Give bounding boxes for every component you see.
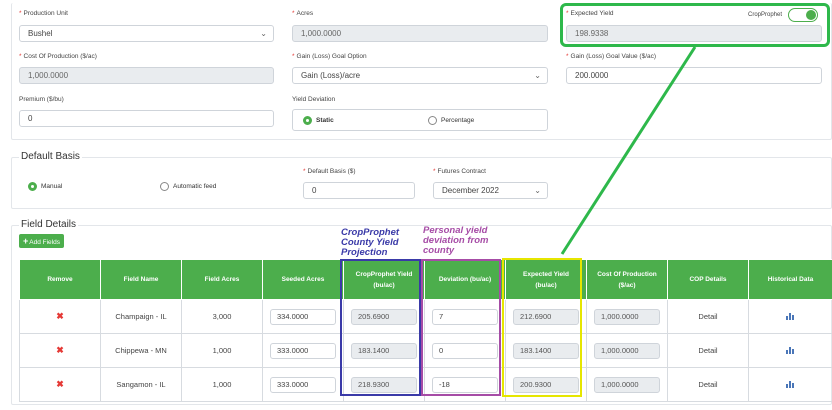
acres-field: 1,000.0000 (292, 25, 548, 42)
acres-label: * Acres (292, 10, 314, 17)
bar-chart-icon[interactable] (785, 380, 796, 388)
default-basis-label: * Default Basis ($) (303, 168, 356, 175)
premium-label: Premium ($/bu) (19, 96, 64, 103)
gain-loss-value-label: * Gain (Loss) Goal Value ($/ac) (566, 53, 657, 60)
cop-detail-link[interactable]: Detail (667, 367, 749, 402)
col-remove: Remove (19, 259, 101, 300)
cropprophet-highlight-box (340, 259, 421, 396)
static-radio[interactable] (303, 116, 312, 125)
personal-deviation-annotation: Personal yield deviation from county (423, 225, 489, 256)
cropprophet-annotation: CropProphet County Yield Projection (341, 227, 400, 258)
futures-contract-label: * Futures Contract (433, 168, 486, 175)
table-row: ✖ Champaign - IL 3,000 334.0000 205.6900… (19, 299, 832, 334)
chevron-down-icon: ⌄ (534, 71, 541, 80)
deviation-highlight-box (421, 259, 501, 396)
remove-icon[interactable]: ✖ (56, 311, 64, 321)
col-expected-yield: Expected Yield (bu/ac) (505, 259, 587, 300)
remove-icon[interactable]: ✖ (56, 345, 64, 355)
table-header-row: Remove Field Name Field Acres Seeded Acr… (19, 259, 832, 300)
col-field-name: Field Name (100, 259, 182, 300)
default-basis-title: Default Basis (19, 151, 82, 162)
field-acres-cell: 1,000 (181, 367, 263, 402)
percentage-radio-label: Percentage (441, 117, 475, 124)
premium-input[interactable]: 0 (19, 110, 274, 127)
field-acres-cell: 3,000 (181, 299, 263, 334)
default-basis-input[interactable]: 0 (303, 182, 415, 199)
seeded-acres-input[interactable]: 333.0000 (270, 376, 336, 393)
manual-radio[interactable] (28, 182, 37, 191)
yield-deviation-group (292, 109, 548, 131)
gain-loss-option-select[interactable]: Gain (Loss)/acre ⌄ (292, 67, 548, 84)
col-cost-of-production: Cost Of Production ($/ac) (586, 259, 668, 300)
expected-yield-field: 198.9338 (566, 25, 822, 42)
expected-yield-highlight-box (502, 258, 582, 397)
bar-chart-icon[interactable] (785, 346, 796, 354)
automatic-feed-radio[interactable] (160, 182, 169, 191)
add-fields-button[interactable]: +Add Fields (19, 234, 64, 248)
chevron-down-icon: ⌄ (260, 29, 267, 38)
expected-yield-cell: 200.9300 (513, 376, 579, 393)
col-historical-data: Historical Data (748, 259, 832, 300)
cropprophet-toggle[interactable] (788, 8, 818, 22)
bar-chart-icon[interactable] (785, 312, 796, 320)
toggle-knob (806, 10, 816, 20)
cost-of-production-field: 1,000.0000 (19, 67, 274, 84)
expected-yield-top-highlight-box (560, 3, 830, 47)
cropprophet-yield-field: 218.9300 (351, 376, 417, 393)
expected-yield-cell: 212.6900 (513, 308, 579, 325)
chevron-down-icon: ⌄ (534, 186, 541, 195)
plus-icon: + (23, 236, 29, 246)
cop-cell: 1,000.0000 (594, 342, 660, 359)
cop-cell: 1,000.0000 (594, 308, 660, 325)
automatic-feed-radio-label: Automatic feed (173, 183, 217, 190)
seeded-acres-input[interactable]: 333.0000 (270, 342, 336, 359)
default-basis-card (11, 157, 832, 209)
futures-contract-select[interactable]: December 2022 ⌄ (433, 182, 548, 199)
cost-of-production-label: * Cost Of Production ($/ac) (19, 53, 97, 60)
deviation-input[interactable]: 0 (432, 342, 498, 359)
field-name-cell: Champaign - IL (100, 299, 182, 334)
gain-loss-option-label: * Gain (Loss) Goal Option (292, 53, 367, 60)
deviation-input[interactable]: 7 (432, 308, 498, 325)
seeded-acres-input[interactable]: 334.0000 (270, 308, 336, 325)
percentage-radio[interactable] (428, 116, 437, 125)
cop-cell: 1,000.0000 (594, 376, 660, 393)
manual-radio-label: Manual (41, 183, 63, 190)
production-unit-select[interactable]: Bushel ⌄ (19, 25, 274, 42)
yield-deviation-label: Yield Deviation (292, 96, 336, 103)
static-radio-label: Static (316, 117, 334, 124)
remove-icon[interactable]: ✖ (56, 379, 64, 389)
col-deviation: Deviation (bu/ac) (424, 259, 506, 300)
cropprophet-yield-field: 183.1400 (351, 342, 417, 359)
production-unit-label: * Production Unit (19, 10, 68, 17)
field-name-cell: Sangamon - IL (100, 367, 182, 402)
field-acres-cell: 1,000 (181, 333, 263, 368)
col-cropprophet-yield: CropProphet Yield (bu/ac) (343, 259, 425, 300)
deviation-input[interactable]: -18 (432, 376, 498, 393)
cropprophet-toggle-label: CropProphet (748, 12, 783, 18)
cropprophet-yield-field: 205.6900 (351, 308, 417, 325)
expected-yield-cell: 183.1400 (513, 342, 579, 359)
col-field-acres: Field Acres (181, 259, 263, 300)
field-details-title: Field Details (19, 219, 79, 230)
expected-yield-label: * Expected Yield (566, 10, 614, 17)
gain-loss-value-input[interactable]: 200.0000 (566, 67, 822, 84)
